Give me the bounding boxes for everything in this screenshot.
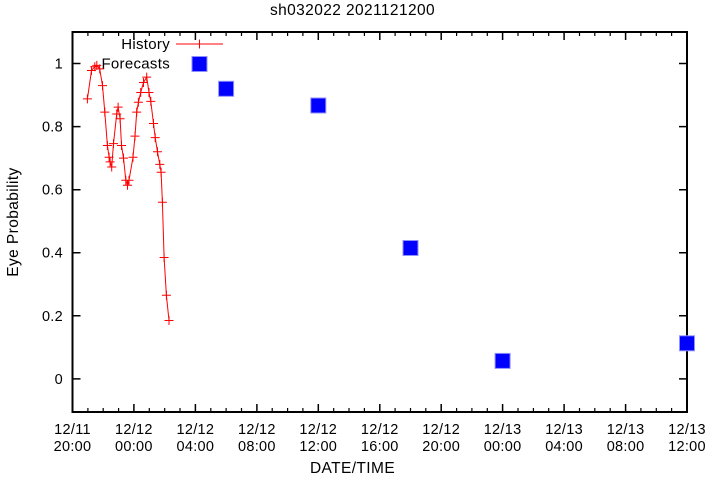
x-tick-label-date: 12/12: [177, 422, 215, 438]
x-tick-label-time: 00:00: [115, 439, 153, 455]
forecast-point: [494, 352, 511, 369]
y-tick-label: 0: [55, 372, 63, 388]
x-tick-label-time: 12:00: [668, 439, 705, 455]
x-axis-label: DATE/TIME: [309, 460, 396, 477]
x-tick-label-date: 12/13: [607, 422, 645, 438]
chart-title: sh032022 2021121200: [269, 2, 436, 19]
axis-minor-ticks: [87, 32, 673, 412]
axis-major-ticks: [71, 32, 688, 412]
x-tick-label-date: 12/12: [361, 422, 399, 438]
forecast-point: [218, 80, 235, 97]
x-tick-label-time: 20:00: [422, 439, 460, 455]
x-tick-label-time: 04:00: [177, 439, 215, 455]
history-markers: [82, 60, 174, 325]
plot-border: [71, 31, 688, 413]
legend-forecasts-label: Forecasts: [101, 56, 170, 73]
y-tick-label: 0.4: [42, 246, 63, 262]
legend-forecasts-sample: [191, 56, 208, 72]
x-tick-label-time: 08:00: [607, 439, 645, 455]
x-tick-label-date: 12/11: [54, 422, 91, 438]
x-tick-label-time: 12:00: [299, 439, 337, 455]
history-line: [86, 64, 170, 321]
x-tick-label-date: 12/13: [484, 422, 522, 438]
y-tick-label: 0.2: [42, 309, 63, 325]
x-tick-label-date: 12/12: [422, 422, 460, 438]
x-tick-label-date: 12/12: [238, 422, 276, 438]
x-tick-label-date: 12/12: [115, 422, 153, 438]
x-tick-label-time: 16:00: [361, 439, 399, 455]
x-tick-label-time: 20:00: [54, 439, 92, 455]
legend-history-sample: [176, 39, 223, 49]
x-tick-label-time: 08:00: [238, 439, 276, 455]
y-tick-label: 0.6: [42, 183, 63, 199]
forecast-point: [310, 97, 327, 114]
x-tick-label-date: 12/12: [299, 422, 337, 438]
forecast-point: [679, 335, 695, 352]
x-tick-label-time: 00:00: [484, 439, 522, 455]
x-tick-label-time: 04:00: [545, 439, 583, 455]
forecast-point: [402, 240, 419, 256]
y-tick-label: 0.8: [42, 120, 63, 136]
x-tick-label-date: 12/13: [545, 422, 583, 438]
legend-history-label: History: [121, 36, 170, 53]
y-tick-label: 1: [55, 57, 63, 73]
x-tick-label-date: 12/13: [668, 422, 705, 438]
